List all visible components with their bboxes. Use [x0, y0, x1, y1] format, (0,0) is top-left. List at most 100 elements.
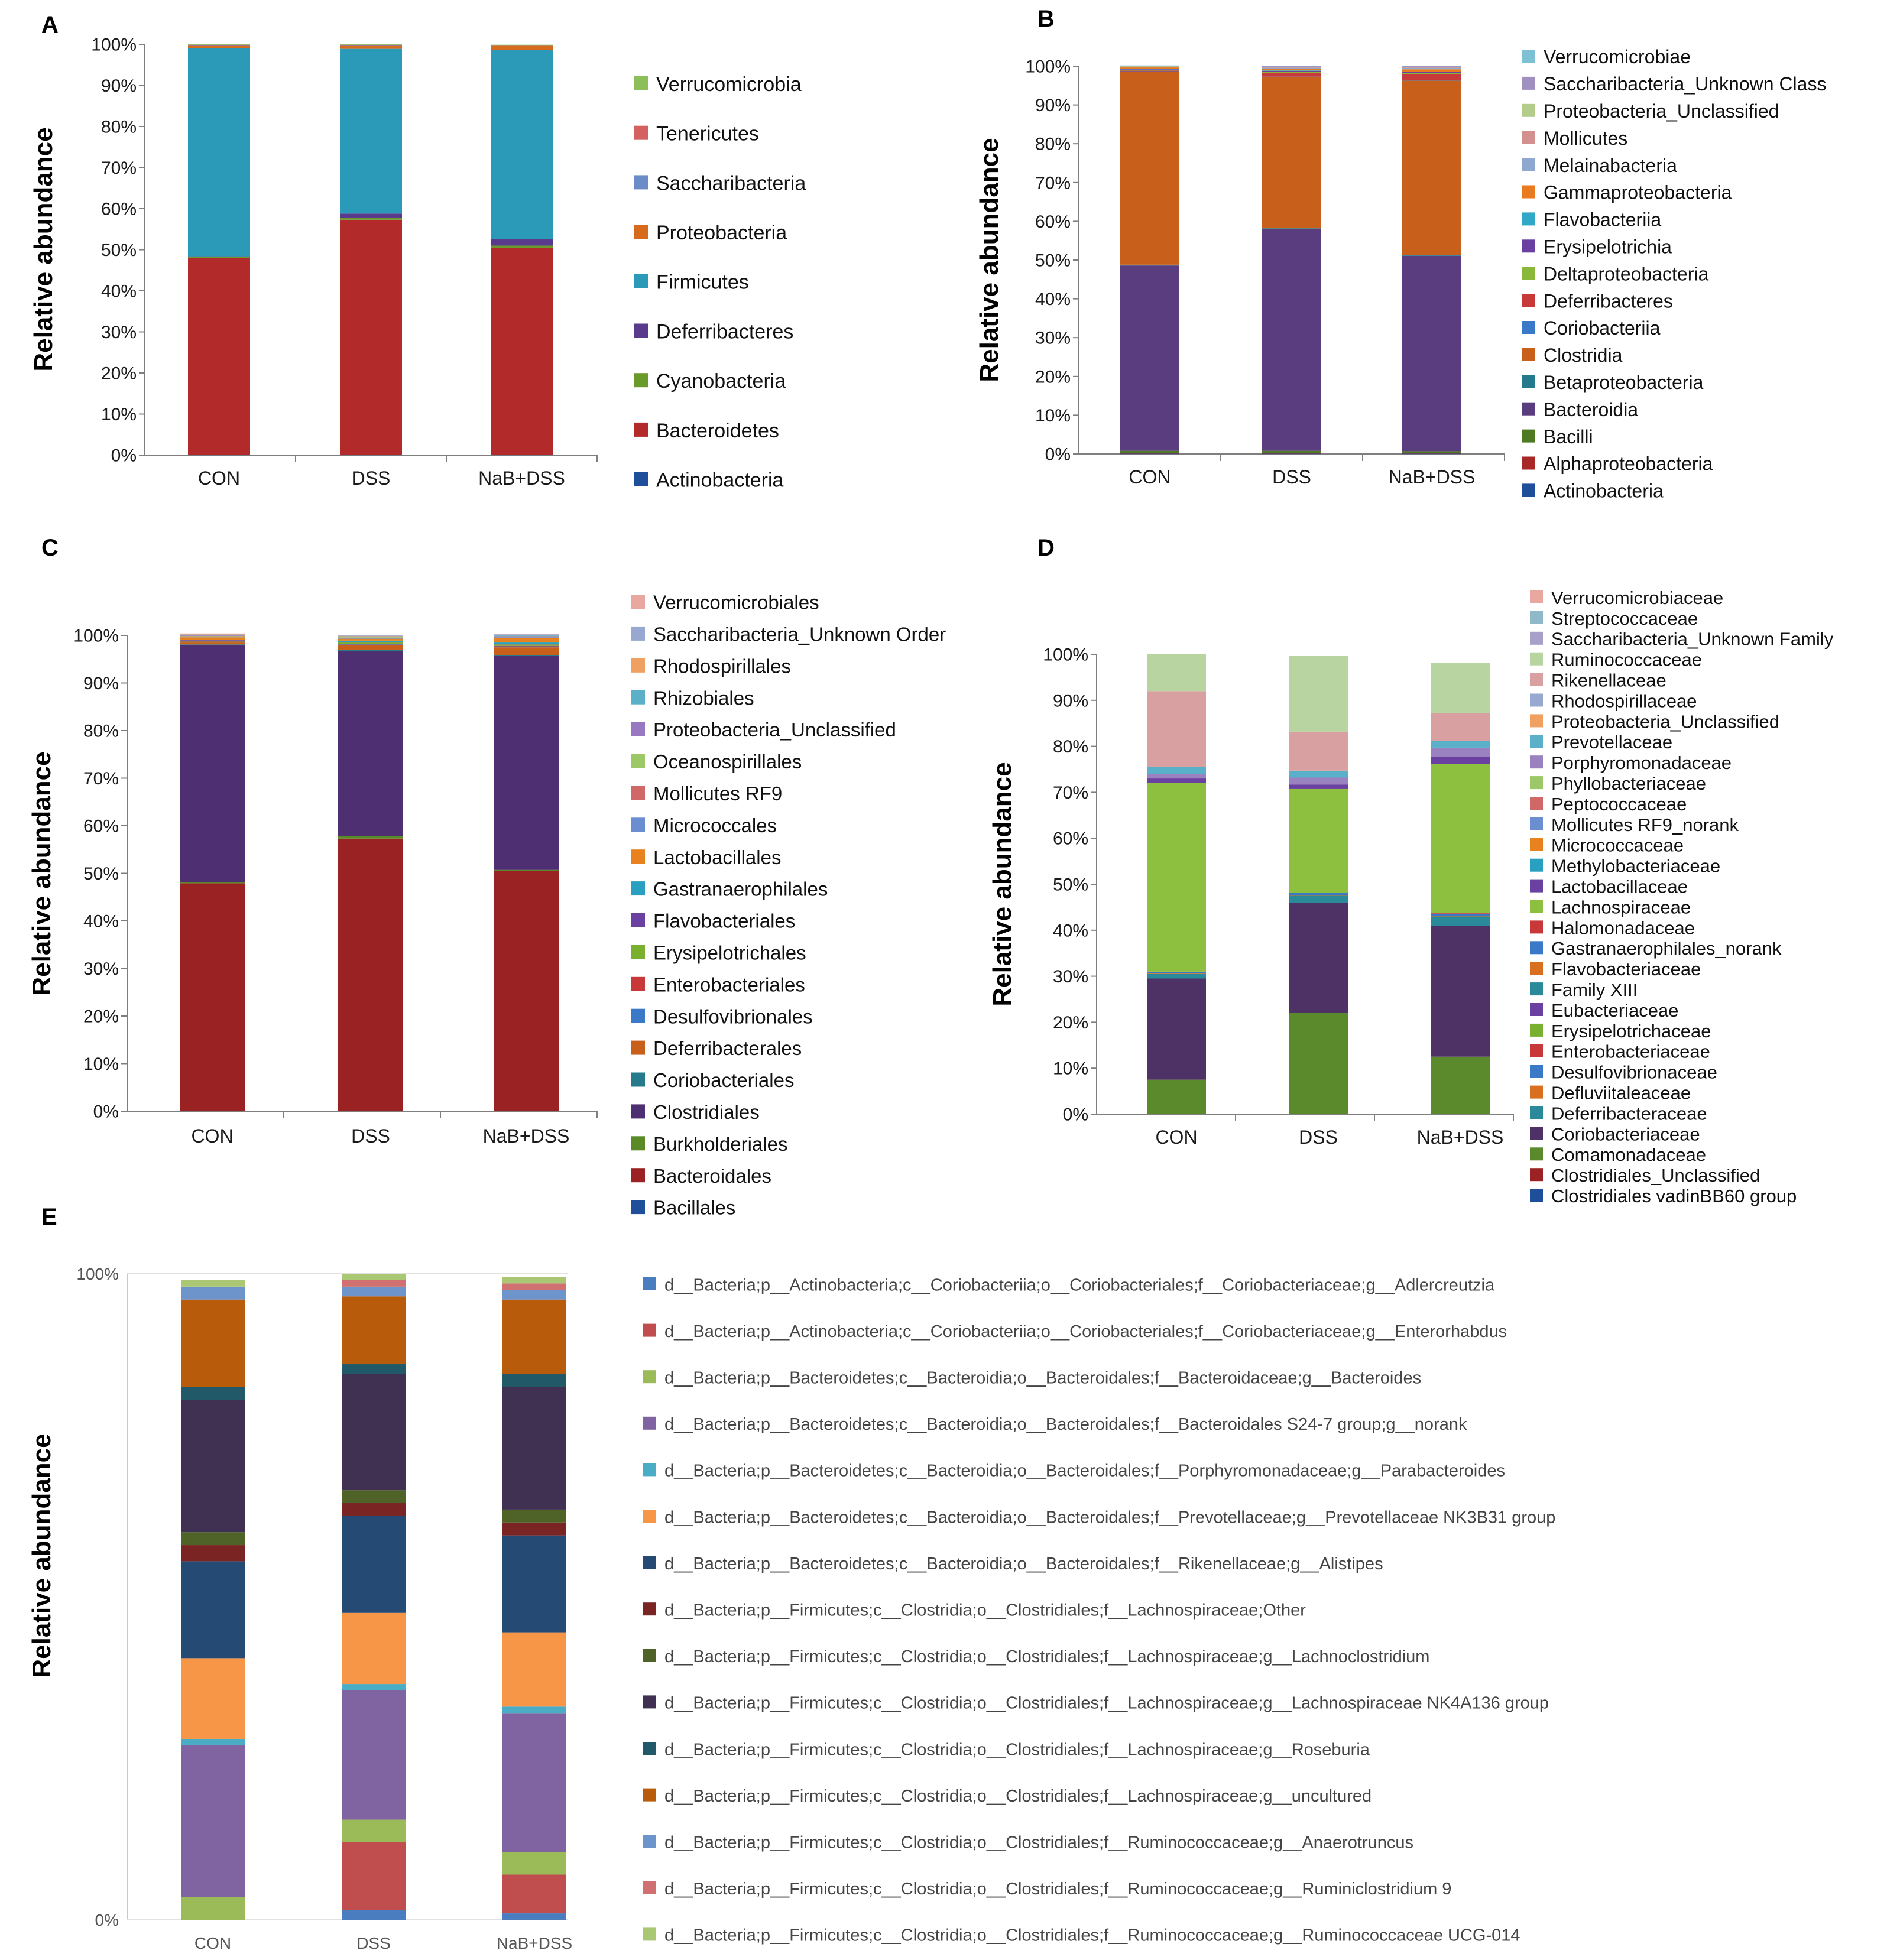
bar-segment — [338, 635, 403, 636]
y-tick-label: 90% — [1053, 691, 1088, 710]
bar-segment — [338, 651, 403, 836]
legend-label: Methylobacteriaceae — [1551, 856, 1720, 877]
legend-swatch — [643, 1649, 656, 1662]
bar-segment — [181, 1561, 245, 1659]
y-tick-label: 70% — [83, 769, 119, 788]
legend-swatch — [1530, 941, 1543, 955]
bar-segment — [502, 1913, 566, 1920]
y-tick-label: 30% — [101, 323, 137, 342]
bar-segment — [1120, 450, 1179, 453]
legend-swatch — [631, 945, 645, 959]
legend-swatch — [1530, 879, 1543, 893]
legend-label: Bacillales — [653, 1197, 735, 1219]
legend-swatch — [1522, 185, 1535, 199]
y-tick-label: 80% — [83, 722, 119, 741]
y-tick-label: 20% — [101, 364, 137, 384]
bar-segment — [494, 638, 559, 643]
bar-segment — [188, 44, 250, 45]
legend-label: Bacteroidia — [1544, 399, 1638, 420]
x-category-label: DSS — [352, 468, 391, 489]
legend-label: Micrococcales — [653, 814, 777, 836]
legend-label: Gastranaerophilales — [653, 878, 828, 900]
legend-swatch — [634, 323, 648, 338]
x-category-label: NaB+DSS — [1417, 1127, 1504, 1148]
legend-label: Enterobacteriaceae — [1551, 1041, 1710, 1062]
legend-swatch — [1530, 1189, 1543, 1202]
bar-segment — [1431, 757, 1490, 764]
legend-label: Alphaproteobacteria — [1544, 453, 1713, 475]
bar-segment — [342, 1274, 406, 1280]
bar-segment — [502, 1706, 566, 1714]
legend-swatch — [643, 1277, 656, 1290]
bar-segment — [494, 871, 559, 1111]
legend-label: d__Bacteria;p__Bacteroidetes;c__Bacteroi… — [664, 1508, 1555, 1527]
bar-segment — [1120, 70, 1179, 71]
bar-segment — [180, 640, 245, 641]
legend-swatch — [643, 1742, 656, 1755]
bar-segment — [1289, 903, 1348, 1013]
bar-segment — [338, 644, 403, 645]
bar-segment — [342, 1280, 406, 1287]
bar-segment — [502, 1713, 566, 1852]
legend-label: Defluviitaleaceae — [1551, 1083, 1691, 1104]
y-tick-label: 50% — [1053, 875, 1088, 895]
y-axis-title: Relative abundance — [29, 127, 58, 371]
bar-segment — [181, 1532, 245, 1546]
panel-c: C Relative abundance 0% 10% 20% 30% 40% 50% 60% 7… — [27, 535, 946, 1219]
bar-segment — [1147, 654, 1206, 692]
bar-segment — [1120, 66, 1179, 67]
legend-label: Desulfovibrionales — [653, 1005, 813, 1027]
y-tick-label: 20% — [83, 1007, 119, 1027]
legend-swatch — [1522, 239, 1535, 253]
bar-segment — [342, 1286, 406, 1297]
x-category-label: NaB+DSS — [483, 1125, 570, 1147]
legend-label: Ruminococcaceae — [1551, 650, 1702, 670]
bar-segment — [180, 645, 245, 882]
legend-swatch — [1522, 76, 1535, 90]
bar-segment — [1431, 741, 1490, 748]
bar-segment — [1431, 1056, 1490, 1114]
bar-segment — [1262, 453, 1321, 455]
x-category-label: NaB+DSS — [1389, 466, 1476, 488]
legend-label: Burkholderiales — [653, 1133, 787, 1155]
bar-segment — [1431, 713, 1490, 741]
legend-swatch — [1530, 982, 1543, 996]
bar-segment — [342, 1503, 406, 1516]
panel-b: B Relative abundance 0% 10% 20% 30% 40% 50% 60% 7… — [975, 6, 1826, 502]
legend-label: Eubacteriaceae — [1551, 1000, 1678, 1021]
legend-swatch — [1530, 1065, 1543, 1078]
y-tick-label: 60% — [1035, 212, 1071, 232]
legend-label: Lachnospiraceae — [1551, 897, 1691, 917]
y-tick-label: 40% — [83, 912, 119, 932]
legend-swatch — [1530, 714, 1543, 728]
legend-label: Proteobacteria — [656, 222, 787, 244]
legend-swatch — [643, 1695, 656, 1709]
legend-label: d__Bacteria;p__Firmicutes;c__Clostridia;… — [664, 1740, 1370, 1759]
legend-swatch — [643, 1927, 656, 1941]
bar-segment — [1262, 67, 1321, 69]
y-tick-label: 40% — [1035, 290, 1071, 309]
y-tick-label: 20% — [1053, 1013, 1088, 1033]
legend-swatch — [1530, 776, 1543, 790]
bar-segment — [338, 637, 403, 638]
legend-swatch — [631, 976, 645, 991]
legend-swatch — [634, 225, 648, 239]
bar-segment — [342, 1490, 406, 1504]
y-tick-label: 80% — [1053, 737, 1088, 757]
legend-label: Saccharibacteria_Unknown Class — [1544, 73, 1826, 95]
bar-segment — [502, 1874, 566, 1914]
bar-segment — [180, 635, 245, 636]
bar-segment — [1402, 453, 1461, 454]
legend-label: Erysipelotrichales — [653, 942, 806, 963]
legend-swatch — [631, 1040, 645, 1055]
legend-swatch — [643, 1602, 656, 1616]
bar-segment — [181, 1387, 245, 1400]
bar-segment — [494, 635, 559, 636]
bar-segment — [1147, 691, 1206, 767]
legend-swatch — [643, 1370, 656, 1384]
bar-segment — [1262, 229, 1321, 451]
bar-segment — [1147, 973, 1206, 979]
bar-segment — [342, 1684, 406, 1690]
legend-swatch — [1530, 652, 1543, 666]
legend-swatch — [1530, 1044, 1543, 1057]
